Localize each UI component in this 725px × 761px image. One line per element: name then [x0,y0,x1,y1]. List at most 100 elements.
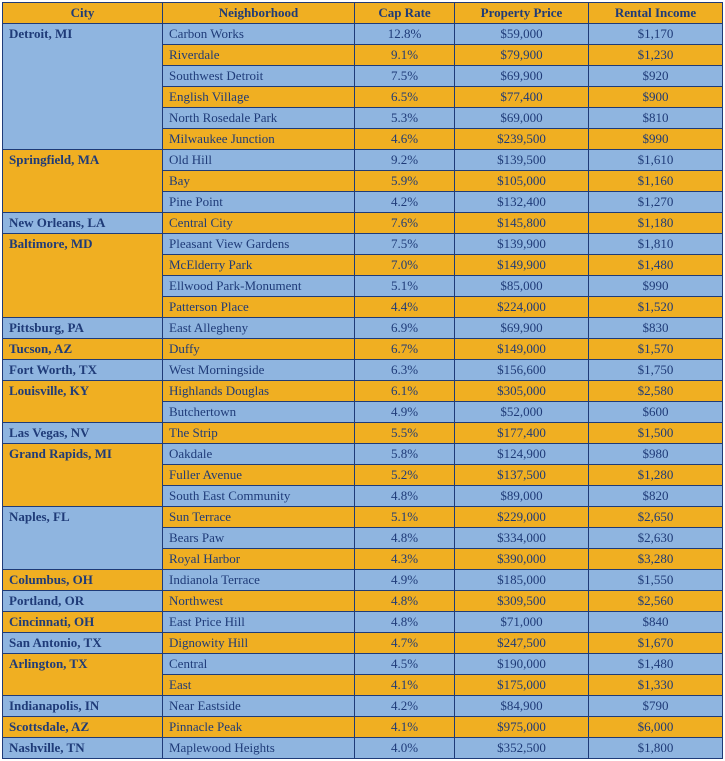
cap-rate-cell: 4.6% [355,129,455,150]
price-cell: $239,500 [455,129,589,150]
city-cell: Detroit, MI [3,24,163,150]
table-row: Louisville, KYHighlands Douglas6.1%$305,… [3,381,723,402]
cap-rate-cell: 4.1% [355,675,455,696]
price-cell: $59,000 [455,24,589,45]
table-row: Cincinnati, OHEast Price Hill4.8%$71,000… [3,612,723,633]
cap-rate-cell: 6.9% [355,318,455,339]
table-row: Columbus, OHIndianola Terrace4.9%$185,00… [3,570,723,591]
cap-rate-cell: 4.0% [355,738,455,759]
price-cell: $77,400 [455,87,589,108]
city-cell: San Antonio, TX [3,633,163,654]
rent-cell: $1,520 [589,297,723,318]
price-cell: $85,000 [455,276,589,297]
rent-cell: $1,570 [589,339,723,360]
city-cell: Baltimore, MD [3,234,163,318]
cap-rate-cell: 4.9% [355,570,455,591]
header-rent: Rental Income [589,3,723,24]
price-cell: $334,000 [455,528,589,549]
rent-cell: $1,670 [589,633,723,654]
cap-rate-cell: 7.6% [355,213,455,234]
neighborhood-cell: Old Hill [163,150,355,171]
rent-cell: $1,330 [589,675,723,696]
city-cell: Las Vegas, NV [3,423,163,444]
city-cell: Naples, FL [3,507,163,570]
table-row: Indianapolis, INNear Eastside4.2%$84,900… [3,696,723,717]
rent-cell: $990 [589,129,723,150]
price-cell: $247,500 [455,633,589,654]
price-cell: $352,500 [455,738,589,759]
city-cell: Scottsdale, AZ [3,717,163,738]
neighborhood-cell: Central [163,654,355,675]
city-cell: Arlington, TX [3,654,163,696]
cap-rate-cell: 4.8% [355,612,455,633]
rent-cell: $790 [589,696,723,717]
table-row: Portland, ORNorthwest4.8%$309,500$2,560 [3,591,723,612]
neighborhood-cell: Patterson Place [163,297,355,318]
cap-rate-cell: 6.3% [355,360,455,381]
neighborhood-cell: Pinnacle Peak [163,717,355,738]
city-cell: Louisville, KY [3,381,163,423]
cap-rate-cell: 7.5% [355,66,455,87]
rent-cell: $840 [589,612,723,633]
neighborhood-cell: Pleasant View Gardens [163,234,355,255]
table-row: Grand Rapids, MIOakdale5.8%$124,900$980 [3,444,723,465]
cap-rate-cell: 4.8% [355,486,455,507]
neighborhood-cell: North Rosedale Park [163,108,355,129]
neighborhood-cell: Riverdale [163,45,355,66]
table-row: New Orleans, LACentral City7.6%$145,800$… [3,213,723,234]
cap-rate-cell: 4.2% [355,192,455,213]
city-cell: Cincinnati, OH [3,612,163,633]
neighborhood-cell: Pine Point [163,192,355,213]
price-cell: $124,900 [455,444,589,465]
cap-rate-cell: 4.7% [355,633,455,654]
table-row: Fort Worth, TXWest Morningside6.3%$156,6… [3,360,723,381]
rent-cell: $1,480 [589,654,723,675]
price-cell: $132,400 [455,192,589,213]
rent-cell: $920 [589,66,723,87]
header-cap-rate: Cap Rate [355,3,455,24]
city-cell: Portland, OR [3,591,163,612]
table-row: Las Vegas, NVThe Strip5.5%$177,400$1,500 [3,423,723,444]
rent-cell: $1,800 [589,738,723,759]
neighborhood-cell: Butchertown [163,402,355,423]
price-cell: $69,000 [455,108,589,129]
city-cell: Springfield, MA [3,150,163,213]
table-row: Springfield, MAOld Hill9.2%$139,500$1,61… [3,150,723,171]
city-cell: Columbus, OH [3,570,163,591]
price-cell: $190,000 [455,654,589,675]
cap-rate-cell: 5.3% [355,108,455,129]
neighborhood-cell: Near Eastside [163,696,355,717]
cap-rate-cell: 4.1% [355,717,455,738]
neighborhood-cell: Bears Paw [163,528,355,549]
price-cell: $185,000 [455,570,589,591]
table-row: Scottsdale, AZPinnacle Peak4.1%$975,000$… [3,717,723,738]
cap-rate-cell: 7.0% [355,255,455,276]
neighborhood-cell: East Allegheny [163,318,355,339]
cap-rate-cell: 6.5% [355,87,455,108]
rent-cell: $810 [589,108,723,129]
rent-cell: $2,630 [589,528,723,549]
table-row: Naples, FLSun Terrace5.1%$229,000$2,650 [3,507,723,528]
header-row: City Neighborhood Cap Rate Property Pric… [3,3,723,24]
price-cell: $69,900 [455,318,589,339]
cap-rate-table: City Neighborhood Cap Rate Property Pric… [2,2,723,759]
rent-cell: $1,500 [589,423,723,444]
table-row: Baltimore, MDPleasant View Gardens7.5%$1… [3,234,723,255]
rent-cell: $1,230 [589,45,723,66]
rent-cell: $1,280 [589,465,723,486]
neighborhood-cell: Royal Harbor [163,549,355,570]
rent-cell: $1,750 [589,360,723,381]
neighborhood-cell: Indianola Terrace [163,570,355,591]
neighborhood-cell: Central City [163,213,355,234]
neighborhood-cell: Ellwood Park-Monument [163,276,355,297]
cap-rate-cell: 4.9% [355,402,455,423]
cap-rate-cell: 4.8% [355,591,455,612]
rent-cell: $1,550 [589,570,723,591]
price-cell: $139,500 [455,150,589,171]
city-cell: Grand Rapids, MI [3,444,163,507]
price-cell: $149,000 [455,339,589,360]
rent-cell: $1,170 [589,24,723,45]
cap-rate-cell: 6.7% [355,339,455,360]
city-cell: Tucson, AZ [3,339,163,360]
rent-cell: $2,650 [589,507,723,528]
